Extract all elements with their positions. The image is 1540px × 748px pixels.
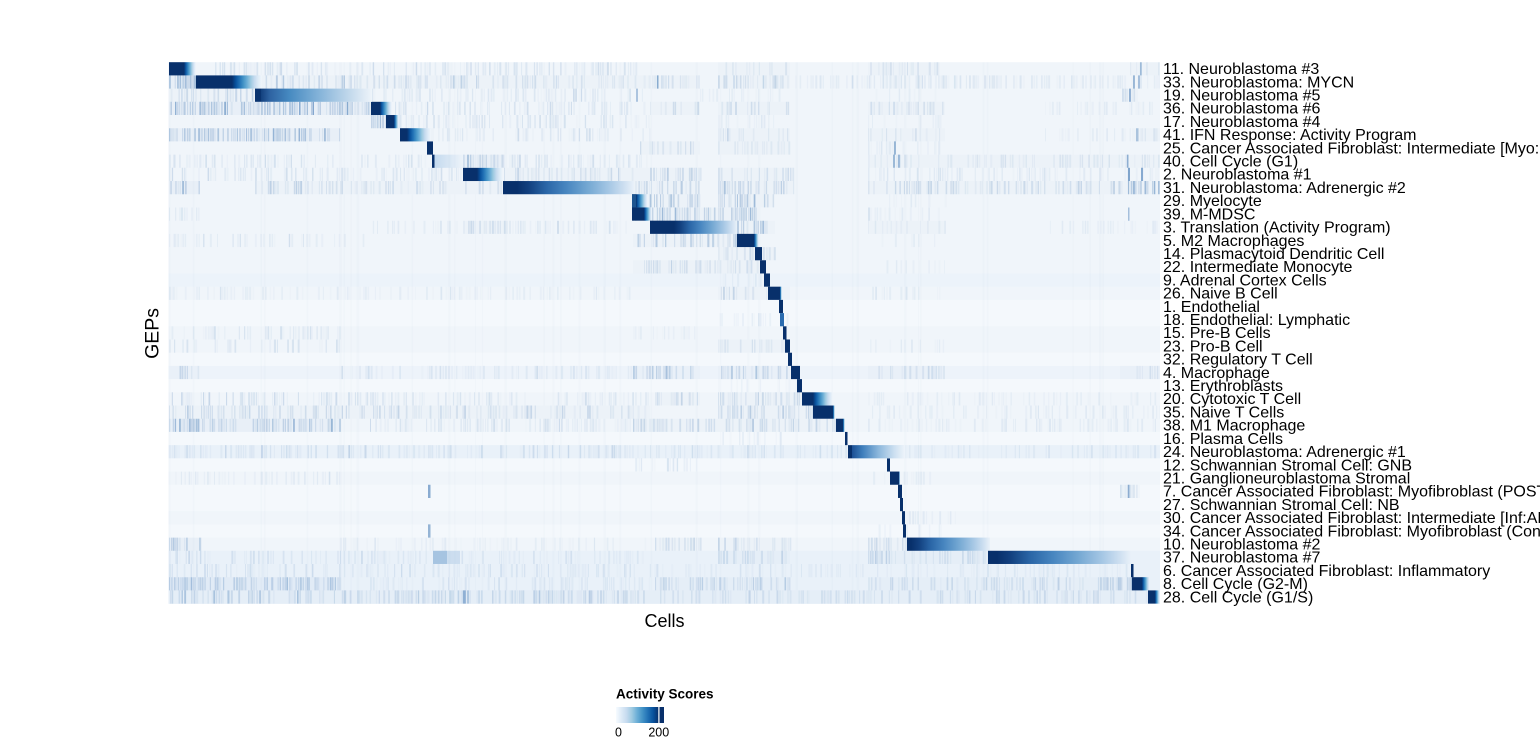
svg-text:14. Plasmacytoid Dendritic Cel: 14. Plasmacytoid Dendritic Cell	[1163, 246, 1384, 263]
svg-text:40. Cell Cycle (G1): 40. Cell Cycle (G1)	[1163, 154, 1298, 171]
svg-text:24. Neuroblastoma: Adrenergic: 24. Neuroblastoma: Adrenergic #1	[1163, 444, 1406, 461]
svg-text:28. Cell Cycle (G1/S): 28. Cell Cycle (G1/S)	[1163, 589, 1313, 606]
svg-text:18. Endothelial: Lymphatic: 18. Endothelial: Lymphatic	[1163, 312, 1350, 329]
svg-text:4. Macrophage: 4. Macrophage	[1163, 365, 1270, 382]
svg-text:19. Neuroblastoma #5: 19. Neuroblastoma #5	[1163, 88, 1321, 105]
svg-text:13. Erythroblasts: 13. Erythroblasts	[1163, 378, 1283, 395]
svg-text:10. Neuroblastoma #2: 10. Neuroblastoma #2	[1163, 536, 1321, 553]
svg-text:0: 0	[615, 725, 622, 739]
svg-text:33. Neuroblastoma: MYCN: 33. Neuroblastoma: MYCN	[1163, 74, 1354, 91]
svg-text:35. Naive T Cells: 35. Naive T Cells	[1163, 404, 1284, 421]
svg-text:32. Regulatory T Cell: 32. Regulatory T Cell	[1163, 352, 1313, 369]
svg-text:9. Adrenal Cortex Cells: 9. Adrenal Cortex Cells	[1163, 272, 1327, 289]
svg-text:200: 200	[648, 725, 669, 739]
svg-text:16. Plasma Cells: 16. Plasma Cells	[1163, 431, 1283, 448]
svg-text:30. Cancer Associated Fibrobla: 30. Cancer Associated Fibroblast: Interm…	[1163, 510, 1540, 527]
svg-text:25. Cancer Associated Fibrobla: 25. Cancer Associated Fibroblast: Interm…	[1163, 140, 1540, 157]
svg-text:8. Cell Cycle (G2-M): 8. Cell Cycle (G2-M)	[1163, 576, 1308, 593]
svg-text:34. Cancer Associated Fibrobla: 34. Cancer Associated Fibroblast: Myofib…	[1163, 523, 1540, 540]
svg-text:38. M1 Macrophage: 38. M1 Macrophage	[1163, 418, 1305, 435]
svg-text:21. Ganglioneuroblastoma Strom: 21. Ganglioneuroblastoma Stromal	[1163, 470, 1410, 487]
svg-text:17. Neuroblastoma #4: 17. Neuroblastoma #4	[1163, 114, 1321, 131]
svg-text:1. Endothelial: 1. Endothelial	[1163, 299, 1260, 316]
svg-text:27. Schwannian Stromal Cell: N: 27. Schwannian Stromal Cell: NB	[1163, 497, 1400, 514]
svg-text:23. Pro-B Cell: 23. Pro-B Cell	[1163, 338, 1263, 355]
svg-text:22. Intermediate Monocyte: 22. Intermediate Monocyte	[1163, 259, 1353, 276]
svg-text:20. Cytotoxic T Cell: 20. Cytotoxic T Cell	[1163, 391, 1301, 408]
svg-text:11. Neuroblastoma #3: 11. Neuroblastoma #3	[1163, 61, 1319, 78]
svg-text:29. Myelocyte: 29. Myelocyte	[1163, 193, 1262, 210]
svg-text:6. Cancer Associated Fibroblas: 6. Cancer Associated Fibroblast: Inflamm…	[1163, 563, 1490, 580]
svg-text:Cells: Cells	[644, 611, 684, 631]
svg-text:41. IFN Response: Activity Pro: 41. IFN Response: Activity Program	[1163, 127, 1416, 144]
svg-text:Activity Scores: Activity Scores	[616, 687, 714, 702]
svg-text:31. Neuroblastoma: Adrenergic: 31. Neuroblastoma: Adrenergic #2	[1163, 180, 1406, 197]
svg-text:26. Naive B Cell: 26. Naive B Cell	[1163, 286, 1278, 303]
svg-text:39. M-MDSC: 39. M-MDSC	[1163, 206, 1255, 223]
svg-text:7. Cancer Associated Fibroblas: 7. Cancer Associated Fibroblast: Myofibr…	[1163, 484, 1540, 501]
svg-text:2. Neuroblastoma #1: 2. Neuroblastoma #1	[1163, 167, 1312, 184]
svg-text:5. M2 Macrophages: 5. M2 Macrophages	[1163, 233, 1304, 250]
svg-text:37. Neuroblastoma #7: 37. Neuroblastoma #7	[1163, 550, 1321, 567]
svg-text:15. Pre-B Cells: 15. Pre-B Cells	[1163, 325, 1271, 342]
svg-text:GEPs: GEPs	[141, 308, 163, 359]
svg-text:3. Translation (Activity Progr: 3. Translation (Activity Program)	[1163, 220, 1391, 237]
svg-text:12. Schwannian Stromal Cell: G: 12. Schwannian Stromal Cell: GNB	[1163, 457, 1412, 474]
svg-text:36. Neuroblastoma #6: 36. Neuroblastoma #6	[1163, 101, 1321, 118]
